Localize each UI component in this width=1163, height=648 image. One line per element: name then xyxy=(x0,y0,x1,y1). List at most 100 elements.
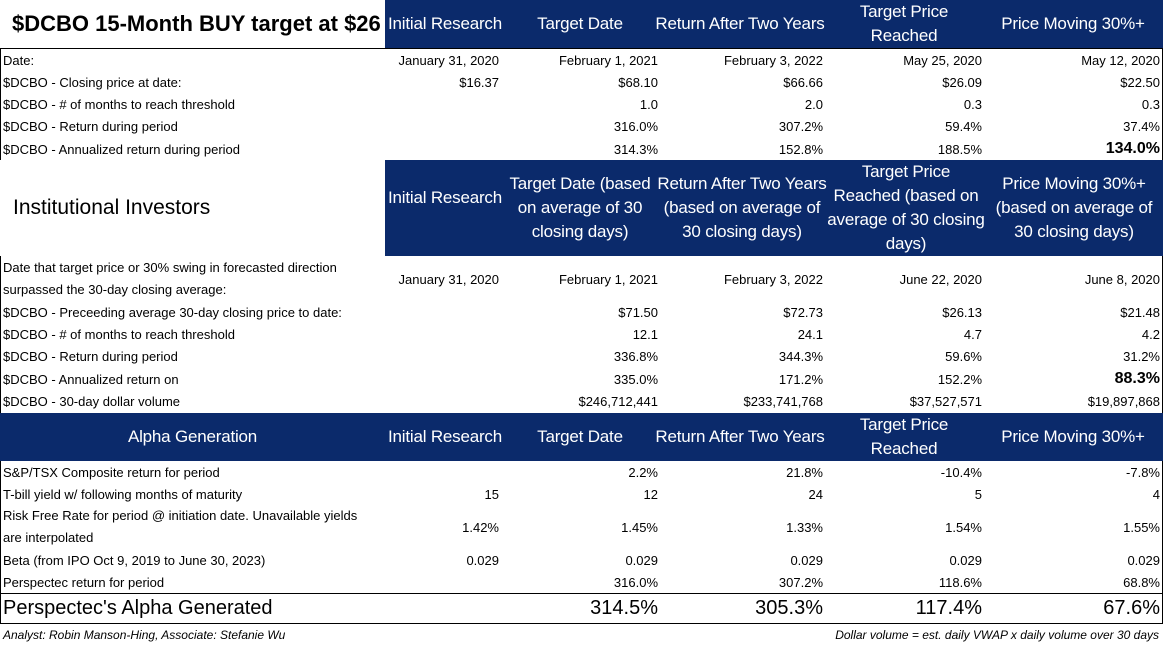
cell-value: 31.2% xyxy=(1123,349,1160,364)
cell-value: 2.0 xyxy=(804,96,823,112)
column-header: Price Moving 30%+ xyxy=(1001,14,1145,33)
cell-value: 59.4% xyxy=(945,119,982,134)
total-row: Perspectec's Alpha Generated 314.5% 305.… xyxy=(0,594,1163,623)
column-header: Return After Two Years xyxy=(655,14,825,33)
cell-value: 15 xyxy=(484,486,499,502)
divider xyxy=(0,48,1163,49)
row-label: Beta (from IPO Oct 9, 2019 to June 30, 2… xyxy=(3,552,266,568)
row-label: S&P/TSX Composite return for period xyxy=(3,464,220,480)
cell-value: June 8, 2020 xyxy=(1084,271,1160,287)
table-row: $DCBO - Return during period 316.0% 307.… xyxy=(0,115,1163,138)
cell-value: 24.1 xyxy=(797,326,823,342)
row-label: T-bill yield w/ following months of matu… xyxy=(3,486,243,502)
row-label: $DCBO - Annualized return on xyxy=(3,371,179,387)
cell-value: May 25, 2020 xyxy=(903,52,982,68)
cell-value: 314.3% xyxy=(613,141,658,157)
section2-header: Institutional Investors Initial Research… xyxy=(0,160,1163,256)
cell-value: 171.2% xyxy=(778,371,823,387)
cell-value: 316.0% xyxy=(613,574,658,590)
row-label: $DCBO - Closing price at date: xyxy=(3,74,182,90)
column-header: Target Date xyxy=(537,427,623,446)
row-label: $DCBO - 30-day dollar volume xyxy=(3,393,181,409)
table-row: Date that target price or 30% swing in f… xyxy=(0,257,1163,301)
cell-value: $26.09 xyxy=(942,74,982,90)
table-row: $DCBO - 30-day dollar volume $246,712,44… xyxy=(0,390,1163,412)
cell-value: 307.2% xyxy=(778,119,823,134)
cell-value: $71.50 xyxy=(618,304,658,320)
row-label: $DCBO - # of months to reach threshold xyxy=(3,96,235,112)
cell-value: 0.029 xyxy=(625,552,658,568)
cell-value: 335.0% xyxy=(613,371,658,387)
table-row: $DCBO - Closing price at date: $16.37 $6… xyxy=(0,71,1163,93)
cell-value: January 31, 2020 xyxy=(398,52,499,68)
column-header: Initial Research xyxy=(388,188,502,207)
cell-value: 316.0% xyxy=(613,119,658,134)
cell-value: February 3, 2022 xyxy=(723,52,823,68)
total-value: 117.4% xyxy=(915,597,982,619)
cell-value: 0.3 xyxy=(963,96,982,112)
table-row: T-bill yield w/ following months of matu… xyxy=(0,483,1163,505)
cell-value: 37.4% xyxy=(1123,119,1160,134)
divider xyxy=(0,593,1163,594)
cell-value: 2.2% xyxy=(628,464,658,480)
cell-value: 1.54% xyxy=(945,519,982,535)
column-header: Return After Two Years xyxy=(655,427,825,446)
section2-title: Institutional Investors xyxy=(0,160,385,256)
table-row: Beta (from IPO Oct 9, 2019 to June 30, 2… xyxy=(0,549,1163,571)
row-label: $DCBO - # of months to reach threshold xyxy=(3,326,235,342)
cell-value: 5 xyxy=(974,486,982,502)
row-label: Perspectec return for period xyxy=(3,574,165,590)
table-row: $DCBO - # of months to reach threshold 1… xyxy=(0,93,1163,115)
column-header: Initial Research xyxy=(388,14,502,33)
cell-value: 4 xyxy=(1152,486,1160,502)
cell-value: 59.6% xyxy=(945,349,982,364)
cell-value: June 22, 2020 xyxy=(899,271,982,287)
row-label: Date: xyxy=(3,52,35,68)
divider xyxy=(0,623,1163,624)
cell-value: $22.50 xyxy=(1120,74,1160,90)
table-row: Risk Free Rate for period @ initiation d… xyxy=(0,505,1163,549)
table-row: S&P/TSX Composite return for period 2.2%… xyxy=(0,461,1163,483)
column-header: Return After Two Years (based on average… xyxy=(657,174,827,241)
cell-value: 0.029 xyxy=(790,552,823,568)
cell-value: $19,897,868 xyxy=(1087,393,1160,409)
cell-value: 344.3% xyxy=(778,349,823,364)
cell-value: -7.8% xyxy=(1126,464,1160,480)
cell-value: $16.37 xyxy=(459,74,499,90)
cell-value: 0.3 xyxy=(1141,96,1160,112)
border-left xyxy=(0,48,1,160)
row-label: $DCBO - Return during period xyxy=(3,349,178,364)
cell-value: 152.2% xyxy=(937,371,982,387)
cell-value: 12.1 xyxy=(632,326,658,342)
column-header: Target Date xyxy=(537,14,623,33)
cell-value: May 12, 2020 xyxy=(1081,52,1160,68)
table-row: $DCBO - Return during period 336.8% 344.… xyxy=(0,345,1163,368)
total-value: 67.6% xyxy=(1103,597,1160,619)
cell-value: $21.48 xyxy=(1120,304,1160,320)
cell-value: 118.6% xyxy=(938,574,982,590)
cell-value: $26.13 xyxy=(942,304,982,320)
row-label: $DCBO - Annualized return during period xyxy=(3,141,241,157)
cell-value: 0.029 xyxy=(466,552,499,568)
total-value: 305.3% xyxy=(755,597,823,619)
cell-value: 4.2 xyxy=(1141,326,1160,342)
total-value: 314.5% xyxy=(590,597,658,619)
table-row: $DCBO - # of months to reach threshold 1… xyxy=(0,323,1163,345)
cell-value: 1.0 xyxy=(639,96,658,112)
cell-value: 307.2% xyxy=(778,574,823,590)
cell-value: 0.029 xyxy=(1127,552,1160,568)
cell-value: 24 xyxy=(808,486,823,502)
cell-value: -10.4% xyxy=(940,464,982,480)
footnote: Dollar volume = est. daily VWAP x daily … xyxy=(835,628,1159,642)
cell-value: $246,712,441 xyxy=(578,393,658,409)
cell-value: 0.029 xyxy=(949,552,982,568)
cell-value: $68.10 xyxy=(618,74,658,90)
cell-value: 1.42% xyxy=(462,519,499,535)
table-row: $DCBO - Annualized return on 335.0% 171.… xyxy=(0,368,1163,390)
border-left xyxy=(0,256,1,413)
table-row: Date: January 31, 2020 February 1, 2021 … xyxy=(0,49,1163,71)
column-header: Initial Research xyxy=(388,427,502,446)
border-left xyxy=(0,461,1,623)
section1-title: $DCBO 15-Month BUY target at $26 xyxy=(0,0,385,48)
row-label: $DCBO - Return during period xyxy=(3,119,178,134)
